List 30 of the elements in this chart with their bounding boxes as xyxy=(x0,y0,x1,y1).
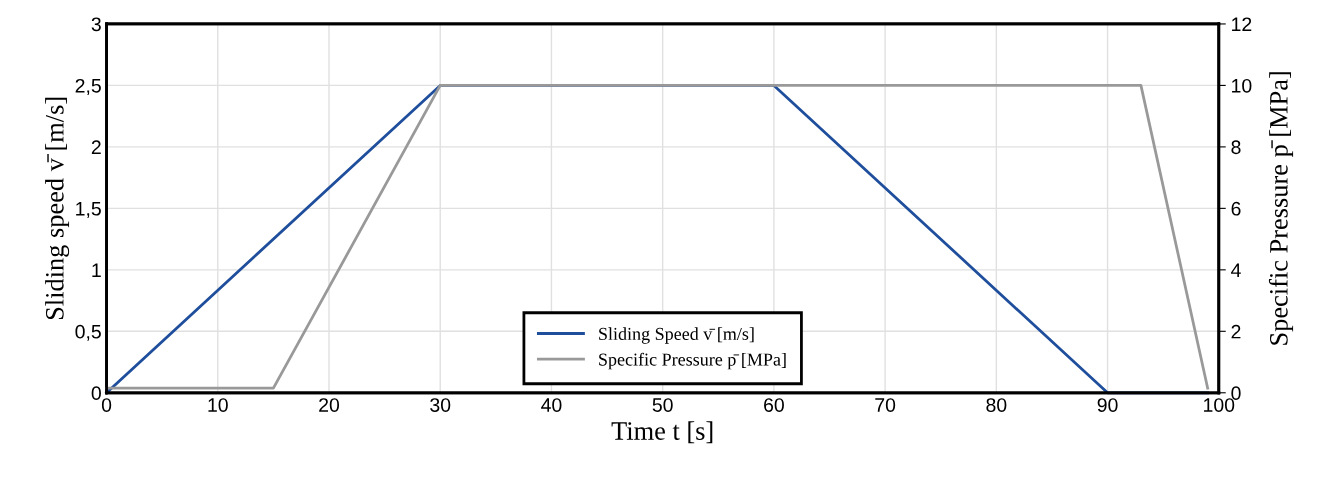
x-axis-title: Time t [s] xyxy=(611,421,713,444)
x-tick-label: 80 xyxy=(986,398,1007,412)
y2-tick-label: 10 xyxy=(1232,78,1252,93)
x-tick-label: 60 xyxy=(764,398,784,412)
y-tick-label: 0,5 xyxy=(75,324,101,341)
x-tick-label: 40 xyxy=(541,398,562,412)
x-tick-label: 0 xyxy=(101,398,112,412)
y-tick-label: 1,5 xyxy=(76,202,101,218)
y2-tick-label: 2 xyxy=(1231,324,1241,339)
y2-tick-label: 8 xyxy=(1231,140,1241,155)
y2-tick-label: 4 xyxy=(1231,263,1241,277)
y2-tick-label: 6 xyxy=(1231,201,1241,216)
y-axis-title: Sliding speed v̄ [m/s] xyxy=(45,97,70,320)
x-tick-label: 50 xyxy=(652,398,673,412)
y2-tick-label: 0 xyxy=(1231,386,1241,401)
y-tick-label: 0 xyxy=(91,386,101,401)
y-tick-label: 2 xyxy=(91,140,101,154)
x-tick-label: 100 xyxy=(1204,398,1235,412)
x-tick-label: 10 xyxy=(208,398,228,412)
x-tick-label: 90 xyxy=(1097,398,1118,412)
legend-label: Sliding Speed v̄ [m/s] xyxy=(599,327,754,344)
x-tick-label: 70 xyxy=(875,398,896,412)
y-tick-label: 1 xyxy=(92,263,101,277)
y2-tick-label: 12 xyxy=(1232,17,1252,31)
x-tick-label: 20 xyxy=(319,398,340,412)
x-tick-label: 30 xyxy=(430,398,451,412)
y-tick-label: 2,5 xyxy=(75,78,101,95)
legend-label: Specific Pressure p̄ [MPa] xyxy=(599,352,786,370)
y-tick-label: 3 xyxy=(91,17,101,32)
y2-axis-title: Specific Pressure p̄ [MPa] xyxy=(1268,72,1294,345)
